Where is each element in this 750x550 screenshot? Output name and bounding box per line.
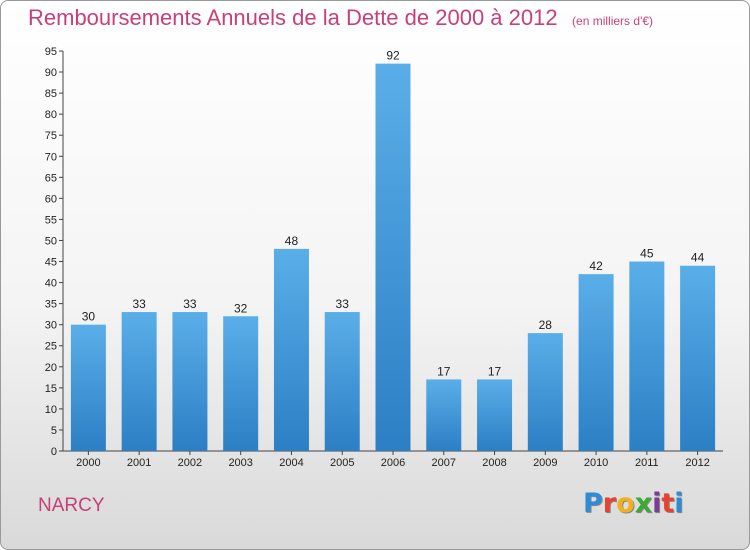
y-tick-label: 60 xyxy=(45,193,57,205)
x-tick-label: 2004 xyxy=(279,457,303,469)
logo-letter: x xyxy=(634,488,653,519)
y-tick-label: 70 xyxy=(45,151,57,163)
chart-title: Remboursements Annuels de la Dette de 20… xyxy=(28,5,558,30)
proxiti-logo[interactable]: Proxiti xyxy=(583,488,684,519)
logo-letter: t xyxy=(661,488,675,519)
bar-2009 xyxy=(527,333,563,451)
labels: 2000 30 2001 33 2002 33 2003 32 2004 48 2005 33 2006… xyxy=(76,49,710,469)
bars xyxy=(70,63,716,451)
value-label: 17 xyxy=(437,364,451,378)
y-tick-label: 95 xyxy=(45,46,57,58)
value-label: 45 xyxy=(640,247,654,261)
logo-letter: P xyxy=(583,488,603,519)
logo-letter: r xyxy=(602,488,617,519)
value-label: 32 xyxy=(234,301,248,315)
bar-2003 xyxy=(223,316,259,451)
x-tick-label: 2005 xyxy=(330,457,354,469)
bar-2007 xyxy=(426,379,462,451)
y-tick-label: 15 xyxy=(45,383,57,395)
bar-2011 xyxy=(629,261,665,451)
x-tick-label: 2010 xyxy=(584,457,608,469)
y-tick-label: 35 xyxy=(45,299,57,311)
chart-subtitle: (en milliers d'€) xyxy=(572,14,654,28)
commune-name: NARCY xyxy=(38,495,105,516)
bar-2002 xyxy=(172,312,208,451)
bar-2001 xyxy=(121,312,157,451)
y-tick-label: 80 xyxy=(45,109,57,121)
bar-2012 xyxy=(680,265,716,451)
value-label: 28 xyxy=(539,318,553,332)
value-label: 92 xyxy=(386,49,400,63)
x-tick-label: 2007 xyxy=(432,457,456,469)
bar-2010 xyxy=(578,274,614,451)
bar-2008 xyxy=(477,379,513,451)
value-label: 33 xyxy=(132,297,146,311)
y-tick-label: 25 xyxy=(45,341,57,353)
y-tick-label: 75 xyxy=(45,130,57,142)
title-row: Remboursements Annuels de la Dette de 20… xyxy=(28,5,653,31)
x-tick-label: 2002 xyxy=(178,457,202,469)
logo-letter: o xyxy=(616,488,635,519)
x-tick-label: 2001 xyxy=(127,457,151,469)
y-tick-label: 5 xyxy=(51,425,57,437)
y-tick-label: 45 xyxy=(45,257,57,269)
x-tick-label: 2009 xyxy=(533,457,557,469)
y-tick-label: 55 xyxy=(45,214,57,226)
value-label: 42 xyxy=(589,259,603,273)
y-tick-label: 40 xyxy=(45,278,57,290)
bar-2000 xyxy=(70,324,106,451)
value-label: 17 xyxy=(488,364,502,378)
value-label: 30 xyxy=(82,310,96,324)
y-tick-label: 65 xyxy=(45,172,57,184)
value-label: 33 xyxy=(336,297,350,311)
value-label: 33 xyxy=(183,297,197,311)
x-tick-label: 2000 xyxy=(76,457,100,469)
logo-letter: i xyxy=(652,488,662,519)
bar-2004 xyxy=(273,248,309,451)
y-tick-label: 0 xyxy=(51,446,57,458)
x-tick-label: 2006 xyxy=(381,457,405,469)
y-tick-label: 30 xyxy=(45,320,57,332)
x-tick-label: 2011 xyxy=(635,457,659,469)
x-tick-label: 2008 xyxy=(482,457,506,469)
axes: 0 5 10 15 20 25 30 35 40 45 50 55 60 65 70 75 80 85 90 95 xyxy=(45,46,723,458)
y-tick-label: 50 xyxy=(45,235,57,247)
y-tick-label: 20 xyxy=(45,362,57,374)
y-tick-label: 90 xyxy=(45,67,57,79)
bar-2005 xyxy=(324,312,360,451)
value-label: 44 xyxy=(691,251,705,265)
bar-2006 xyxy=(375,63,411,451)
x-tick-label: 2003 xyxy=(228,457,252,469)
y-tick-label: 10 xyxy=(45,404,57,416)
logo-letter: i xyxy=(674,488,684,519)
value-label: 48 xyxy=(285,234,299,248)
y-tick-label: 85 xyxy=(45,88,57,100)
x-tick-label: 2012 xyxy=(685,457,709,469)
